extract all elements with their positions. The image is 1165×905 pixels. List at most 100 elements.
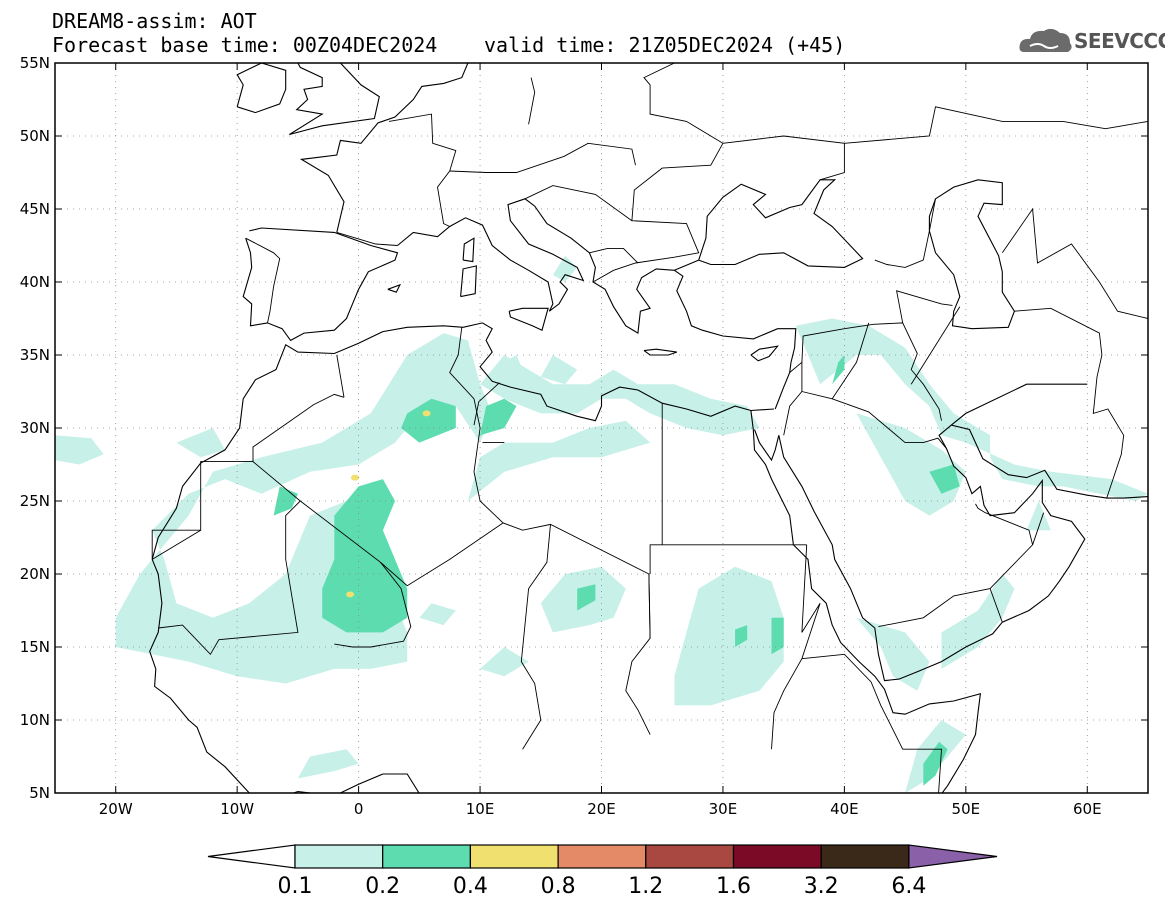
- colorbar-over-triangle: [908, 844, 998, 869]
- lat-tick-label: 10N: [20, 711, 50, 729]
- aot-region-0.2: [577, 584, 596, 611]
- country-border: [831, 322, 870, 400]
- colorbar-under-triangle: [207, 844, 296, 869]
- aot-region-0.1: [419, 603, 456, 626]
- aot-region-0.1: [1026, 501, 1051, 531]
- country-border: [1032, 512, 1045, 545]
- colorbar-box: [645, 844, 735, 869]
- coastlines-borders: [149, 63, 1148, 793]
- coastline: [643, 348, 677, 356]
- colorbar-box: [820, 844, 910, 869]
- logo-text: SEEVCCC: [1074, 29, 1165, 53]
- aot-region-0.1: [540, 355, 578, 385]
- axis-ticks: 55N 50N 45N 40N 35N 30N 25N 20N 15N 10N 5N 20W 10W 0 1…: [20, 54, 1148, 818]
- coastline: [149, 559, 420, 793]
- lon-tick-label: 20E: [587, 800, 616, 818]
- lat-tick-label: 55N: [20, 54, 50, 72]
- aot-region-0.1: [795, 318, 1148, 501]
- lon-tick-label: 10W: [220, 800, 254, 818]
- country-border: [449, 142, 636, 173]
- aot-region-0.1: [55, 435, 104, 465]
- aot-region-0.2: [735, 625, 748, 647]
- country-border: [524, 185, 633, 222]
- lat-tick-label: 35N: [20, 346, 50, 364]
- lat-tick-label: 45N: [20, 200, 50, 218]
- aot-region-0.2: [480, 398, 517, 436]
- country-border: [844, 106, 1148, 144]
- colorbar-label: 0.1: [278, 874, 313, 899]
- country-border: [874, 198, 936, 268]
- colorbar-label: 1.2: [628, 874, 663, 899]
- colorbar-label: 6.4: [891, 874, 926, 899]
- country-border: [151, 461, 253, 560]
- colorbar-label: 3.2: [804, 874, 839, 899]
- country-border: [520, 524, 551, 750]
- coastline: [753, 424, 1148, 682]
- aot-region-0.1: [467, 420, 651, 501]
- aot-region-0.1: [480, 647, 529, 677]
- country-border: [252, 393, 345, 462]
- map-title: DREAM8-assim: AOT: [52, 9, 257, 33]
- aot-region-0.4: [350, 474, 359, 481]
- colorbar-box: [382, 844, 472, 869]
- coastline: [674, 259, 699, 271]
- valid-time: valid time: 21Z05DEC2024 (+45): [484, 33, 846, 57]
- lat-tick-label: 5N: [29, 784, 50, 802]
- colorbar-label: 0.8: [541, 874, 576, 899]
- colorbar-box: [732, 844, 822, 869]
- colorbar-label: 0.2: [365, 874, 400, 899]
- lat-tick-label: 30N: [20, 419, 50, 437]
- coastline: [242, 227, 399, 342]
- aot-region-0.1: [176, 428, 225, 458]
- aot-region-0.1: [856, 617, 930, 691]
- coastline: [289, 63, 380, 136]
- lon-tick-label: 20W: [99, 800, 133, 818]
- country-border: [449, 327, 504, 524]
- aot-shading: [55, 255, 1148, 793]
- country-border: [625, 573, 651, 735]
- coastline: [698, 179, 864, 268]
- country-border: [336, 231, 398, 246]
- aot-region-0.1: [480, 355, 760, 436]
- lat-tick-label: 20N: [20, 565, 50, 583]
- aot-region-0.1: [115, 333, 493, 684]
- lon-tick-label: 50E: [952, 800, 981, 818]
- country-border: [300, 500, 412, 648]
- colorbar-label: 0.4: [453, 874, 488, 899]
- coastline: [460, 265, 477, 298]
- country-border: [473, 382, 500, 426]
- country-border: [589, 247, 639, 264]
- aot-region-0.2: [322, 479, 408, 633]
- aot-region-0.4: [346, 591, 355, 598]
- aot-region-0.1: [941, 574, 1015, 669]
- coastline: [387, 283, 401, 293]
- lon-tick-label: 10E: [466, 800, 495, 818]
- country-border: [151, 529, 201, 560]
- country-border: [910, 306, 961, 385]
- coastline: [750, 410, 982, 793]
- lon-tick-label: 0: [354, 800, 364, 818]
- lon-tick-label: 30E: [709, 800, 738, 818]
- country-border: [158, 461, 301, 656]
- colorbar-box: [557, 844, 647, 869]
- aot-region-0.1: [856, 413, 966, 516]
- graticule: [55, 63, 1148, 793]
- colorbar-box: [469, 844, 559, 869]
- lon-tick-label: 40E: [830, 800, 859, 818]
- coastline: [151, 322, 775, 560]
- coastline: [289, 63, 324, 135]
- coastline: [299, 63, 469, 233]
- country-border: [388, 113, 457, 227]
- aot-region-0.2: [929, 464, 960, 494]
- country-border: [245, 237, 281, 323]
- colorbar-box: [294, 844, 384, 869]
- aot-region-0.1: [552, 255, 578, 282]
- cloud-logo-icon: [1019, 28, 1072, 52]
- country-border: [336, 354, 345, 398]
- country-border: [801, 653, 942, 793]
- country-border: [528, 77, 536, 125]
- aot-region-0.1: [492, 355, 529, 399]
- country-border: [1014, 307, 1125, 499]
